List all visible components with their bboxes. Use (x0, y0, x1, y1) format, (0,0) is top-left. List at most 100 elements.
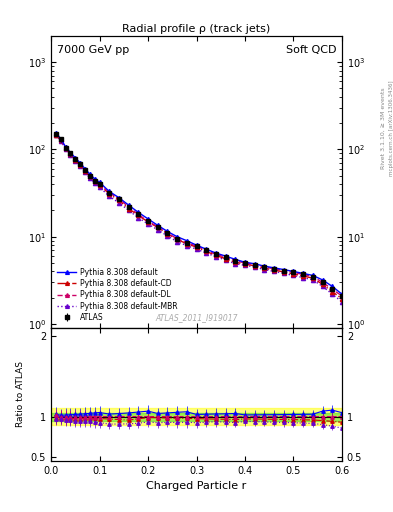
Pythia 8.308 default-MBR (136, 215, 141, 221)
Pythia 8.308 default-MBR (330, 291, 334, 297)
Pythia 8.308 default-DL (126, 204, 131, 210)
Pythia 8.308 default-CD (97, 182, 102, 188)
Pythia 8.308 default-DL (184, 240, 189, 246)
Pythia 8.308 default-CD (233, 259, 238, 265)
Pythia 8.308 default (242, 259, 247, 265)
Pythia 8.308 default-DL (310, 273, 315, 280)
Pythia 8.308 default-CD (330, 289, 334, 295)
Pythia 8.308 default (78, 160, 83, 166)
Pythia 8.308 default-DL (88, 173, 92, 179)
Pythia 8.308 default-MBR (53, 132, 58, 138)
Pythia 8.308 default (88, 171, 92, 177)
Pythia 8.308 default (107, 188, 112, 195)
Pythia 8.308 default-CD (262, 265, 267, 271)
Text: ATLAS_2011_I919017: ATLAS_2011_I919017 (155, 313, 238, 322)
Pythia 8.308 default-CD (68, 151, 73, 157)
Pythia 8.308 default-MBR (272, 268, 276, 274)
Pythia 8.308 default (126, 202, 131, 208)
Pythia 8.308 default-CD (175, 237, 180, 243)
Pythia 8.308 default-MBR (83, 169, 87, 175)
Pythia 8.308 default-MBR (242, 262, 247, 268)
Pythia 8.308 default-DL (73, 156, 78, 162)
Pythia 8.308 default-CD (117, 198, 121, 204)
Pythia 8.308 default-CD (146, 219, 151, 225)
Text: mcplots.cern.ch [arXiv:1306.3436]: mcplots.cern.ch [arXiv:1306.3436] (389, 80, 393, 176)
Pythia 8.308 default-MBR (59, 138, 63, 144)
Pythia 8.308 default-DL (320, 279, 325, 285)
Pythia 8.308 default-DL (291, 269, 296, 275)
Pythia 8.308 default-MBR (252, 264, 257, 270)
Pythia 8.308 default (233, 257, 238, 263)
Pythia 8.308 default-DL (301, 271, 305, 278)
Pythia 8.308 default-DL (97, 181, 102, 187)
Pythia 8.308 default (320, 277, 325, 283)
Pythia 8.308 default-DL (252, 262, 257, 268)
Pythia 8.308 default-MBR (78, 163, 83, 169)
Pythia 8.308 default-DL (204, 247, 209, 253)
Pythia 8.308 default-MBR (262, 267, 267, 273)
Pythia 8.308 default-MBR (126, 207, 131, 214)
Pythia 8.308 default-CD (204, 248, 209, 254)
Pythia 8.308 default-DL (223, 254, 228, 261)
Legend: Pythia 8.308 default, Pythia 8.308 default-CD, Pythia 8.308 default-DL, Pythia 8: Pythia 8.308 default, Pythia 8.308 defau… (55, 265, 180, 324)
Pythia 8.308 default-MBR (291, 272, 296, 279)
Pythia 8.308 default-MBR (88, 175, 92, 181)
Pythia 8.308 default-CD (83, 167, 87, 174)
Pythia 8.308 default-DL (117, 196, 121, 202)
Pythia 8.308 default-CD (165, 231, 170, 237)
Pythia 8.308 default (53, 130, 58, 136)
Pythia 8.308 default-DL (233, 258, 238, 264)
Pythia 8.308 default (330, 283, 334, 289)
Pythia 8.308 default-CD (155, 224, 160, 230)
Pythia 8.308 default (184, 238, 189, 244)
Pythia 8.308 default-MBR (213, 253, 218, 260)
Pythia 8.308 default-CD (63, 145, 68, 152)
Pythia 8.308 default-MBR (68, 152, 73, 158)
Pythia 8.308 default-DL (53, 131, 58, 137)
Pythia 8.308 default (175, 233, 180, 240)
Pythia 8.308 default-DL (194, 243, 199, 249)
Pythia 8.308 default-CD (53, 132, 58, 138)
Pythia 8.308 default (63, 144, 68, 150)
Pythia 8.308 default-MBR (92, 180, 97, 186)
Pythia 8.308 default (291, 268, 296, 274)
Pythia 8.308 default-CD (126, 205, 131, 211)
Pythia 8.308 default-DL (146, 218, 151, 224)
Pythia 8.308 default-MBR (340, 298, 344, 305)
Pythia 8.308 default (262, 263, 267, 269)
Pythia 8.308 default (272, 265, 276, 271)
Pythia 8.308 default (281, 267, 286, 273)
Pythia 8.308 default-DL (136, 211, 141, 218)
Pythia 8.308 default-CD (252, 263, 257, 269)
Pythia 8.308 default-CD (78, 162, 83, 168)
Pythia 8.308 default (83, 166, 87, 172)
Pythia 8.308 default-CD (213, 252, 218, 259)
Pythia 8.308 default-MBR (184, 243, 189, 249)
Pythia 8.308 default-CD (88, 174, 92, 180)
Pythia 8.308 default (223, 253, 228, 259)
Line: Pythia 8.308 default-DL: Pythia 8.308 default-DL (54, 132, 344, 298)
Pythia 8.308 default (204, 246, 209, 252)
Pythia 8.308 default-CD (73, 157, 78, 163)
Text: Soft QCD: Soft QCD (286, 45, 336, 55)
Pythia 8.308 default-CD (301, 273, 305, 279)
Pythia 8.308 default-DL (272, 266, 276, 272)
Pythia 8.308 default-MBR (63, 146, 68, 152)
Pythia 8.308 default-MBR (301, 274, 305, 281)
Pythia 8.308 default-CD (59, 137, 63, 143)
Pythia 8.308 default (155, 222, 160, 228)
Pythia 8.308 default-CD (291, 271, 296, 277)
Pythia 8.308 default-MBR (310, 277, 315, 283)
Pythia 8.308 default (73, 155, 78, 161)
Pythia 8.308 default-DL (107, 189, 112, 196)
Pythia 8.308 default (310, 272, 315, 279)
Pythia 8.308 default (301, 270, 305, 276)
Pythia 8.308 default-CD (92, 178, 97, 184)
Pythia 8.308 default-CD (242, 261, 247, 267)
Pythia 8.308 default (92, 176, 97, 182)
Pythia 8.308 default (68, 150, 73, 156)
Pythia 8.308 default-DL (92, 178, 97, 184)
Pythia 8.308 default-MBR (194, 246, 199, 252)
Line: Pythia 8.308 default-CD: Pythia 8.308 default-CD (54, 133, 344, 301)
Pythia 8.308 default-MBR (117, 200, 121, 206)
